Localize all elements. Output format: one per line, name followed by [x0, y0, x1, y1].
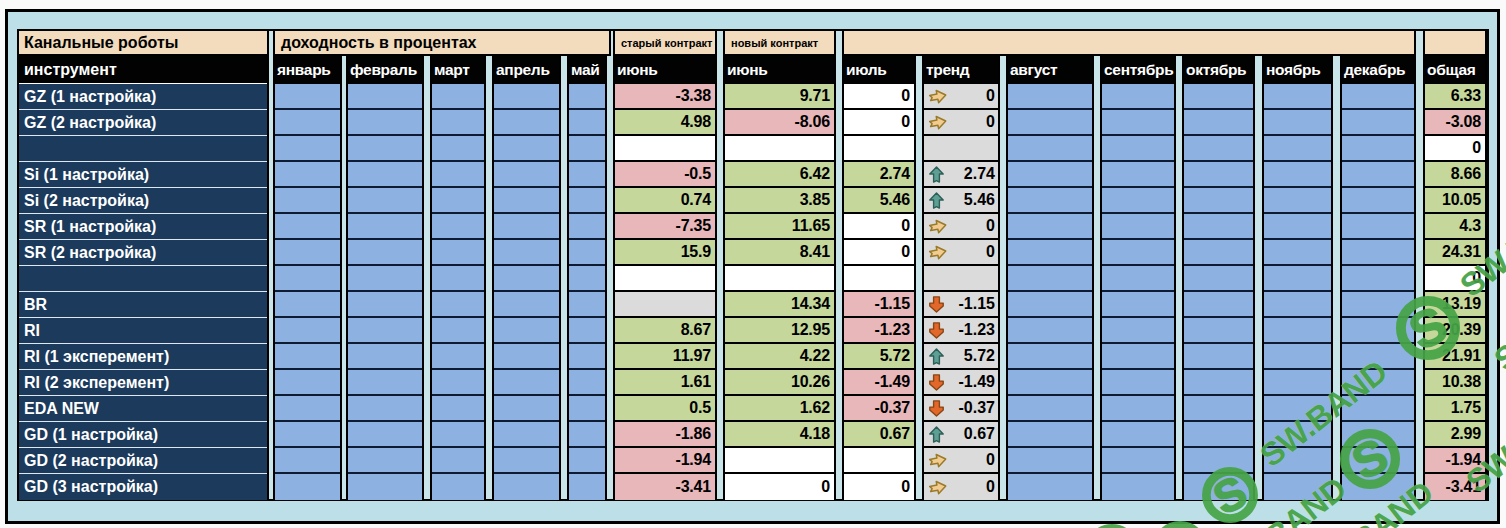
svg-text:S: S: [1155, 520, 1204, 528]
svg-text:S: S: [1089, 523, 1136, 528]
